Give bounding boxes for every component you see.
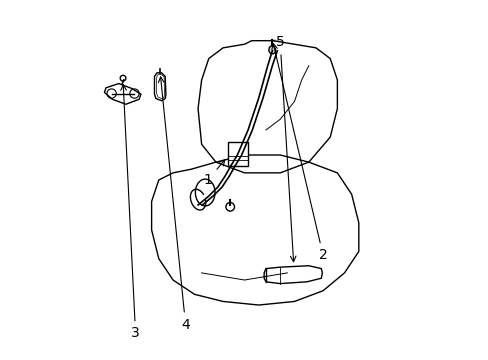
Text: 3: 3 bbox=[121, 85, 140, 341]
Polygon shape bbox=[268, 45, 275, 54]
Text: 1: 1 bbox=[203, 160, 224, 187]
Text: 5: 5 bbox=[275, 35, 295, 262]
Bar bbox=[227, 142, 247, 166]
Text: 4: 4 bbox=[158, 77, 189, 332]
Text: 2: 2 bbox=[271, 44, 327, 262]
